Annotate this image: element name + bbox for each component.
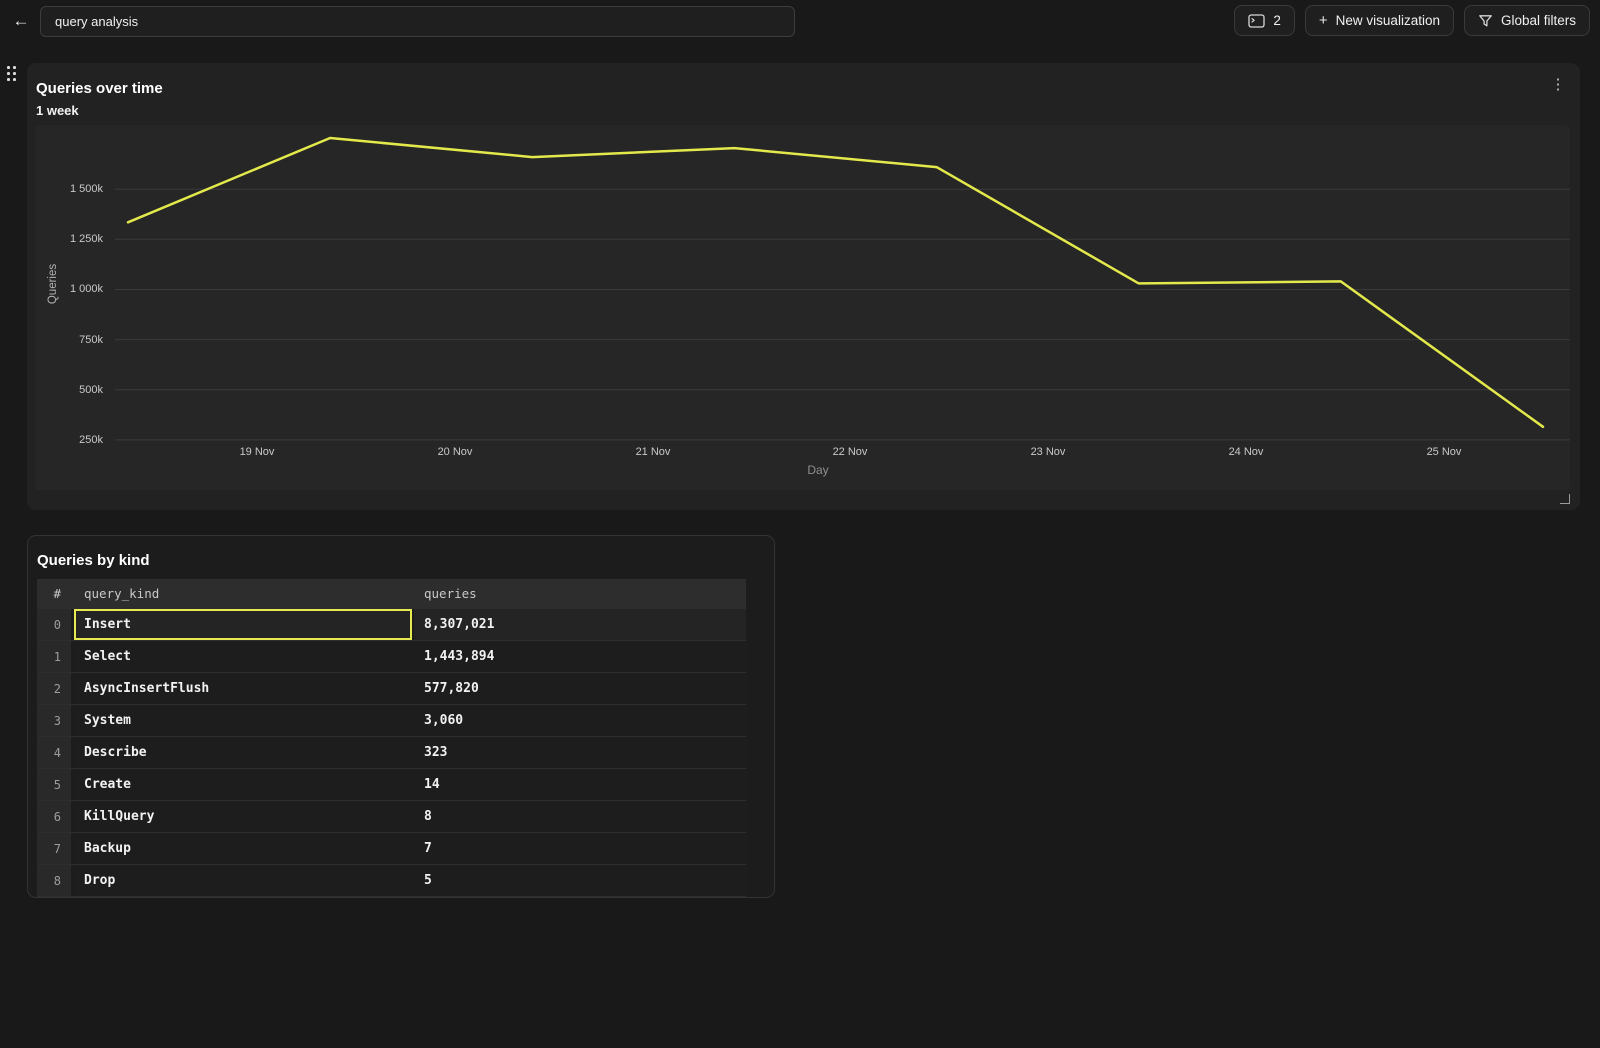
queries-cell[interactable]: 14 xyxy=(414,769,746,800)
query-kind-cell[interactable]: Backup xyxy=(74,833,412,864)
row-index-cell: 1 xyxy=(37,641,71,672)
line-chart xyxy=(35,125,1570,490)
header-index: # xyxy=(37,579,71,608)
table-body: 0Insert8,307,0211Select1,443,8942AsyncIn… xyxy=(37,609,746,897)
terminal-icon xyxy=(1248,14,1265,28)
row-index-cell: 8 xyxy=(37,865,71,896)
query-kind-cell[interactable]: System xyxy=(74,705,412,736)
row-index-cell: 2 xyxy=(37,673,71,704)
console-count: 2 xyxy=(1273,13,1281,28)
global-filters-label: Global filters xyxy=(1501,13,1576,28)
row-index-cell: 6 xyxy=(37,801,71,832)
y-axis-tick-label: 1 250k xyxy=(39,232,103,246)
row-index-cell: 5 xyxy=(37,769,71,800)
new-visualization-button[interactable]: + New visualization xyxy=(1305,5,1454,36)
table-row: 0Insert8,307,021 xyxy=(37,609,746,641)
table-row: 2AsyncInsertFlush577,820 xyxy=(37,673,746,705)
resize-handle[interactable] xyxy=(1560,494,1570,504)
x-axis-tick-label: 21 Nov xyxy=(613,446,693,458)
query-kind-cell[interactable]: KillQuery xyxy=(74,801,412,832)
kebab-menu-icon[interactable]: ⋮ xyxy=(1548,73,1568,95)
query-kind-cell[interactable]: Describe xyxy=(74,737,412,768)
queries-by-kind-panel: Queries by kind # query_kind queries 0In… xyxy=(27,535,775,898)
y-axis-tick-label: 500k xyxy=(39,383,103,397)
query-kind-cell[interactable]: Insert xyxy=(74,609,412,640)
queries-cell[interactable]: 323 xyxy=(414,737,746,768)
x-axis-tick-label: 25 Nov xyxy=(1404,446,1484,458)
queries-cell[interactable]: 3,060 xyxy=(414,705,746,736)
query-kind-cell[interactable]: Create xyxy=(74,769,412,800)
y-axis-tick-label: 250k xyxy=(39,433,103,447)
table-row: 5Create14 xyxy=(37,769,746,801)
y-axis-tick-label: 750k xyxy=(39,333,103,347)
table-row: 3System3,060 xyxy=(37,705,746,737)
table-row: 6KillQuery8 xyxy=(37,801,746,833)
x-axis-tick-label: 19 Nov xyxy=(217,446,297,458)
row-index-cell: 3 xyxy=(37,705,71,736)
chart-subtitle: 1 week xyxy=(36,102,79,119)
new-visualization-label: New visualization xyxy=(1336,13,1440,28)
chart-title: Queries over time xyxy=(36,79,163,98)
x-axis-tick-label: 20 Nov xyxy=(415,446,495,458)
row-index-cell: 7 xyxy=(37,833,71,864)
query-kind-cell[interactable]: AsyncInsertFlush xyxy=(74,673,412,704)
table-row: 7Backup7 xyxy=(37,833,746,865)
table-header-row: # query_kind queries xyxy=(37,579,746,609)
drag-handle-icon[interactable] xyxy=(7,66,19,84)
funnel-icon xyxy=(1478,14,1493,28)
query-kind-cell[interactable]: Select xyxy=(74,641,412,672)
top-bar: ← 2 + New visualization Global filters xyxy=(0,0,1600,44)
dashboard-name-input[interactable] xyxy=(40,6,795,37)
x-axis-tick-label: 23 Nov xyxy=(1008,446,1088,458)
table-row: 1Select1,443,894 xyxy=(37,641,746,673)
header-queries: queries xyxy=(414,579,746,608)
x-axis-title: Day xyxy=(807,463,828,477)
row-index-cell: 0 xyxy=(37,609,71,640)
global-filters-button[interactable]: Global filters xyxy=(1464,5,1590,36)
queries-cell[interactable]: 8 xyxy=(414,801,746,832)
queries-cell[interactable]: 8,307,021 xyxy=(414,609,746,640)
header-query-kind: query_kind xyxy=(74,579,412,608)
table-title: Queries by kind xyxy=(37,552,150,569)
queries-cell[interactable]: 577,820 xyxy=(414,673,746,704)
arrow-left-icon: ← xyxy=(13,11,30,31)
queries-cell[interactable]: 7 xyxy=(414,833,746,864)
table-row: 4Describe323 xyxy=(37,737,746,769)
topbar-actions: 2 + New visualization Global filters xyxy=(1234,5,1590,36)
queries-table: # query_kind queries 0Insert8,307,0211Se… xyxy=(37,579,746,897)
console-count-button[interactable]: 2 xyxy=(1234,5,1295,36)
x-axis-tick-label: 22 Nov xyxy=(810,446,890,458)
chart-canvas[interactable]: 1 500k1 250k1 000k750k500k250k Queries 1… xyxy=(35,125,1570,490)
table-row: 8Drop5 xyxy=(37,865,746,897)
query-kind-cell[interactable]: Drop xyxy=(74,865,412,896)
queries-cell[interactable]: 5 xyxy=(414,865,746,896)
y-axis-title: Queries xyxy=(47,264,59,304)
back-button[interactable]: ← xyxy=(8,8,34,34)
y-axis-tick-label: 1 500k xyxy=(39,182,103,196)
x-axis-tick-label: 24 Nov xyxy=(1206,446,1286,458)
row-index-cell: 4 xyxy=(37,737,71,768)
queries-over-time-panel: Queries over time 1 week ⋮ 1 500k 1 250k 1… xyxy=(27,63,1580,510)
plus-icon: + xyxy=(1319,13,1328,28)
queries-cell[interactable]: 1,443,894 xyxy=(414,641,746,672)
